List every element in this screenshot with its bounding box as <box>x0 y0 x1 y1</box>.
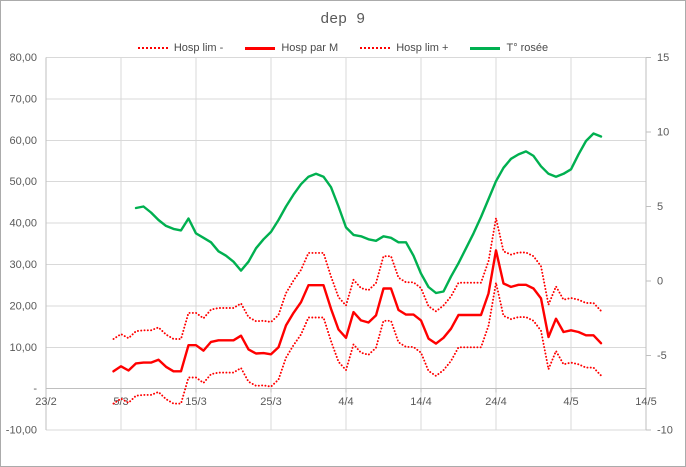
y-left-tick-label: -10,00 <box>6 425 37 437</box>
series-line-t-ros-e[interactable] <box>134 132 603 295</box>
legend-label: Hosp lim - <box>173 42 224 54</box>
x-axis-tick-label: 14/5 <box>635 396 656 408</box>
series-line-hosp-par-m[interactable] <box>112 249 603 373</box>
x-axis-tick-label: 4/4 <box>338 396 353 408</box>
y-left-tick-label: 60,00 <box>9 135 37 147</box>
legend-label: Hosp lim + <box>396 42 449 54</box>
y-right-tick-label: 15 <box>657 52 669 64</box>
y-left-tick-label: 70,00 <box>9 93 37 105</box>
x-axis-tick-label: 4/5 <box>563 396 578 408</box>
legend-item-temp-rosee[interactable]: T° rosée <box>470 42 548 54</box>
x-axis-tick-label: 5/3 <box>113 396 128 408</box>
legend-item-hosp-lim-minus[interactable]: Hosp lim - <box>137 42 224 54</box>
series-line-hosp-lim[interactable] <box>112 281 602 405</box>
x-axis-tick-label: 15/3 <box>185 396 206 408</box>
legend-item-hosp-lim-plus[interactable]: Hosp lim + <box>360 42 448 54</box>
legend-line-sample-icon <box>245 46 276 50</box>
y-right-tick-label: 10 <box>657 127 669 139</box>
x-axis-tick-label: 25/3 <box>260 396 281 408</box>
y-right-tick-label: -10 <box>657 425 673 437</box>
legend-line-sample-icon <box>137 47 168 49</box>
series-line-hosp-lim[interactable] <box>112 217 602 340</box>
x-axis-tick-label: 14/4 <box>410 396 431 408</box>
y-right-tick-label: 5 <box>657 201 663 213</box>
y-right-tick-label: 0 <box>657 276 663 288</box>
legend-label: T° rosée <box>506 42 549 54</box>
y-left-tick-label: - <box>33 383 37 395</box>
y-left-tick-label: 80,00 <box>9 52 37 64</box>
x-axis-tick-label: 23/2 <box>35 396 56 408</box>
x-axis-tick-label: 24/4 <box>485 396 506 408</box>
legend-line-sample-icon <box>360 47 391 49</box>
legend-item-hosp-par-m[interactable]: Hosp par M <box>245 42 338 54</box>
y-left-tick-label: 10,00 <box>9 342 37 354</box>
legend-line-sample-icon <box>470 46 501 50</box>
y-right-tick-label: -5 <box>657 350 667 362</box>
y-left-tick-label: 50,00 <box>9 176 37 188</box>
y-left-tick-label: 20,00 <box>9 300 37 312</box>
y-left-tick-label: 30,00 <box>9 259 37 271</box>
chart-title[interactable]: dep 9 <box>320 10 366 27</box>
chart-legend: Hosp lim - Hosp par M Hosp lim + T° rosé… <box>1 39 685 57</box>
legend-label: Hosp par M <box>281 42 339 54</box>
y-left-tick-label: 40,00 <box>9 218 37 230</box>
